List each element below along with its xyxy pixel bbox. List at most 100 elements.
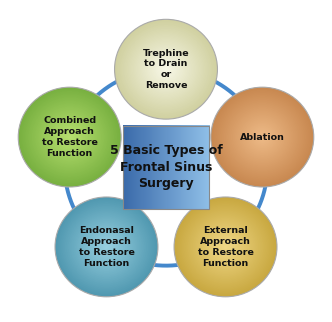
- Circle shape: [52, 119, 88, 155]
- Circle shape: [235, 110, 290, 164]
- Circle shape: [198, 220, 253, 274]
- Circle shape: [130, 35, 202, 104]
- Circle shape: [204, 226, 247, 268]
- Circle shape: [257, 131, 268, 143]
- Circle shape: [197, 220, 254, 274]
- Circle shape: [215, 237, 236, 257]
- Circle shape: [145, 49, 187, 90]
- Circle shape: [117, 22, 215, 117]
- Circle shape: [161, 65, 171, 74]
- Circle shape: [226, 101, 299, 173]
- Circle shape: [226, 102, 298, 172]
- Circle shape: [126, 31, 206, 108]
- Circle shape: [217, 93, 307, 181]
- Circle shape: [55, 197, 158, 297]
- Circle shape: [224, 100, 300, 174]
- Circle shape: [250, 125, 275, 149]
- Circle shape: [181, 204, 270, 290]
- Circle shape: [90, 231, 123, 263]
- Circle shape: [57, 125, 82, 149]
- Circle shape: [208, 230, 244, 264]
- Circle shape: [240, 116, 284, 158]
- Circle shape: [123, 27, 209, 111]
- Circle shape: [179, 201, 273, 292]
- Circle shape: [158, 62, 174, 77]
- Circle shape: [61, 128, 79, 146]
- Circle shape: [59, 201, 154, 293]
- Circle shape: [188, 210, 264, 284]
- Circle shape: [55, 123, 84, 151]
- Circle shape: [28, 97, 112, 178]
- Circle shape: [115, 19, 217, 119]
- Circle shape: [81, 222, 132, 272]
- Circle shape: [50, 118, 89, 156]
- Circle shape: [222, 244, 229, 250]
- Circle shape: [44, 113, 95, 161]
- Circle shape: [132, 36, 200, 102]
- Circle shape: [115, 20, 217, 118]
- Circle shape: [88, 229, 125, 265]
- Circle shape: [40, 109, 99, 166]
- Circle shape: [215, 91, 309, 183]
- Circle shape: [57, 200, 155, 294]
- Circle shape: [133, 37, 199, 101]
- Circle shape: [221, 242, 230, 251]
- Circle shape: [77, 218, 136, 276]
- Circle shape: [72, 213, 141, 280]
- Circle shape: [163, 67, 169, 72]
- Circle shape: [35, 103, 105, 171]
- Circle shape: [66, 134, 73, 140]
- Circle shape: [188, 211, 263, 283]
- Circle shape: [22, 91, 117, 183]
- Circle shape: [29, 98, 110, 176]
- Circle shape: [190, 212, 262, 282]
- Circle shape: [46, 114, 94, 160]
- Circle shape: [21, 90, 119, 185]
- Circle shape: [67, 209, 146, 285]
- Circle shape: [156, 60, 176, 79]
- Circle shape: [195, 218, 256, 276]
- Circle shape: [216, 238, 234, 256]
- Circle shape: [59, 127, 81, 148]
- Circle shape: [34, 102, 106, 172]
- Circle shape: [184, 207, 267, 287]
- Circle shape: [177, 200, 275, 294]
- Circle shape: [223, 99, 301, 175]
- Circle shape: [258, 133, 266, 141]
- Circle shape: [256, 131, 269, 143]
- Circle shape: [31, 99, 108, 175]
- Circle shape: [237, 113, 288, 161]
- Circle shape: [65, 207, 148, 287]
- Circle shape: [127, 32, 205, 107]
- Circle shape: [189, 211, 262, 282]
- Circle shape: [106, 246, 107, 248]
- Circle shape: [138, 43, 194, 96]
- Circle shape: [105, 246, 108, 248]
- Circle shape: [131, 35, 201, 103]
- Circle shape: [137, 41, 195, 97]
- Circle shape: [251, 126, 274, 148]
- Circle shape: [216, 92, 309, 182]
- Circle shape: [129, 33, 203, 105]
- Circle shape: [231, 107, 293, 167]
- Circle shape: [50, 118, 90, 156]
- Circle shape: [33, 101, 106, 173]
- Circle shape: [193, 216, 258, 278]
- Circle shape: [105, 245, 109, 249]
- Circle shape: [27, 96, 112, 178]
- Circle shape: [53, 121, 86, 153]
- Circle shape: [260, 135, 264, 139]
- Circle shape: [220, 241, 231, 252]
- Circle shape: [70, 211, 143, 282]
- Circle shape: [259, 134, 266, 140]
- Circle shape: [222, 98, 303, 176]
- Circle shape: [222, 99, 302, 176]
- Circle shape: [151, 54, 181, 84]
- Circle shape: [218, 94, 307, 180]
- Circle shape: [179, 202, 272, 292]
- Circle shape: [33, 101, 107, 173]
- Circle shape: [119, 24, 213, 115]
- Circle shape: [174, 197, 277, 297]
- Circle shape: [23, 91, 117, 183]
- Circle shape: [176, 199, 275, 295]
